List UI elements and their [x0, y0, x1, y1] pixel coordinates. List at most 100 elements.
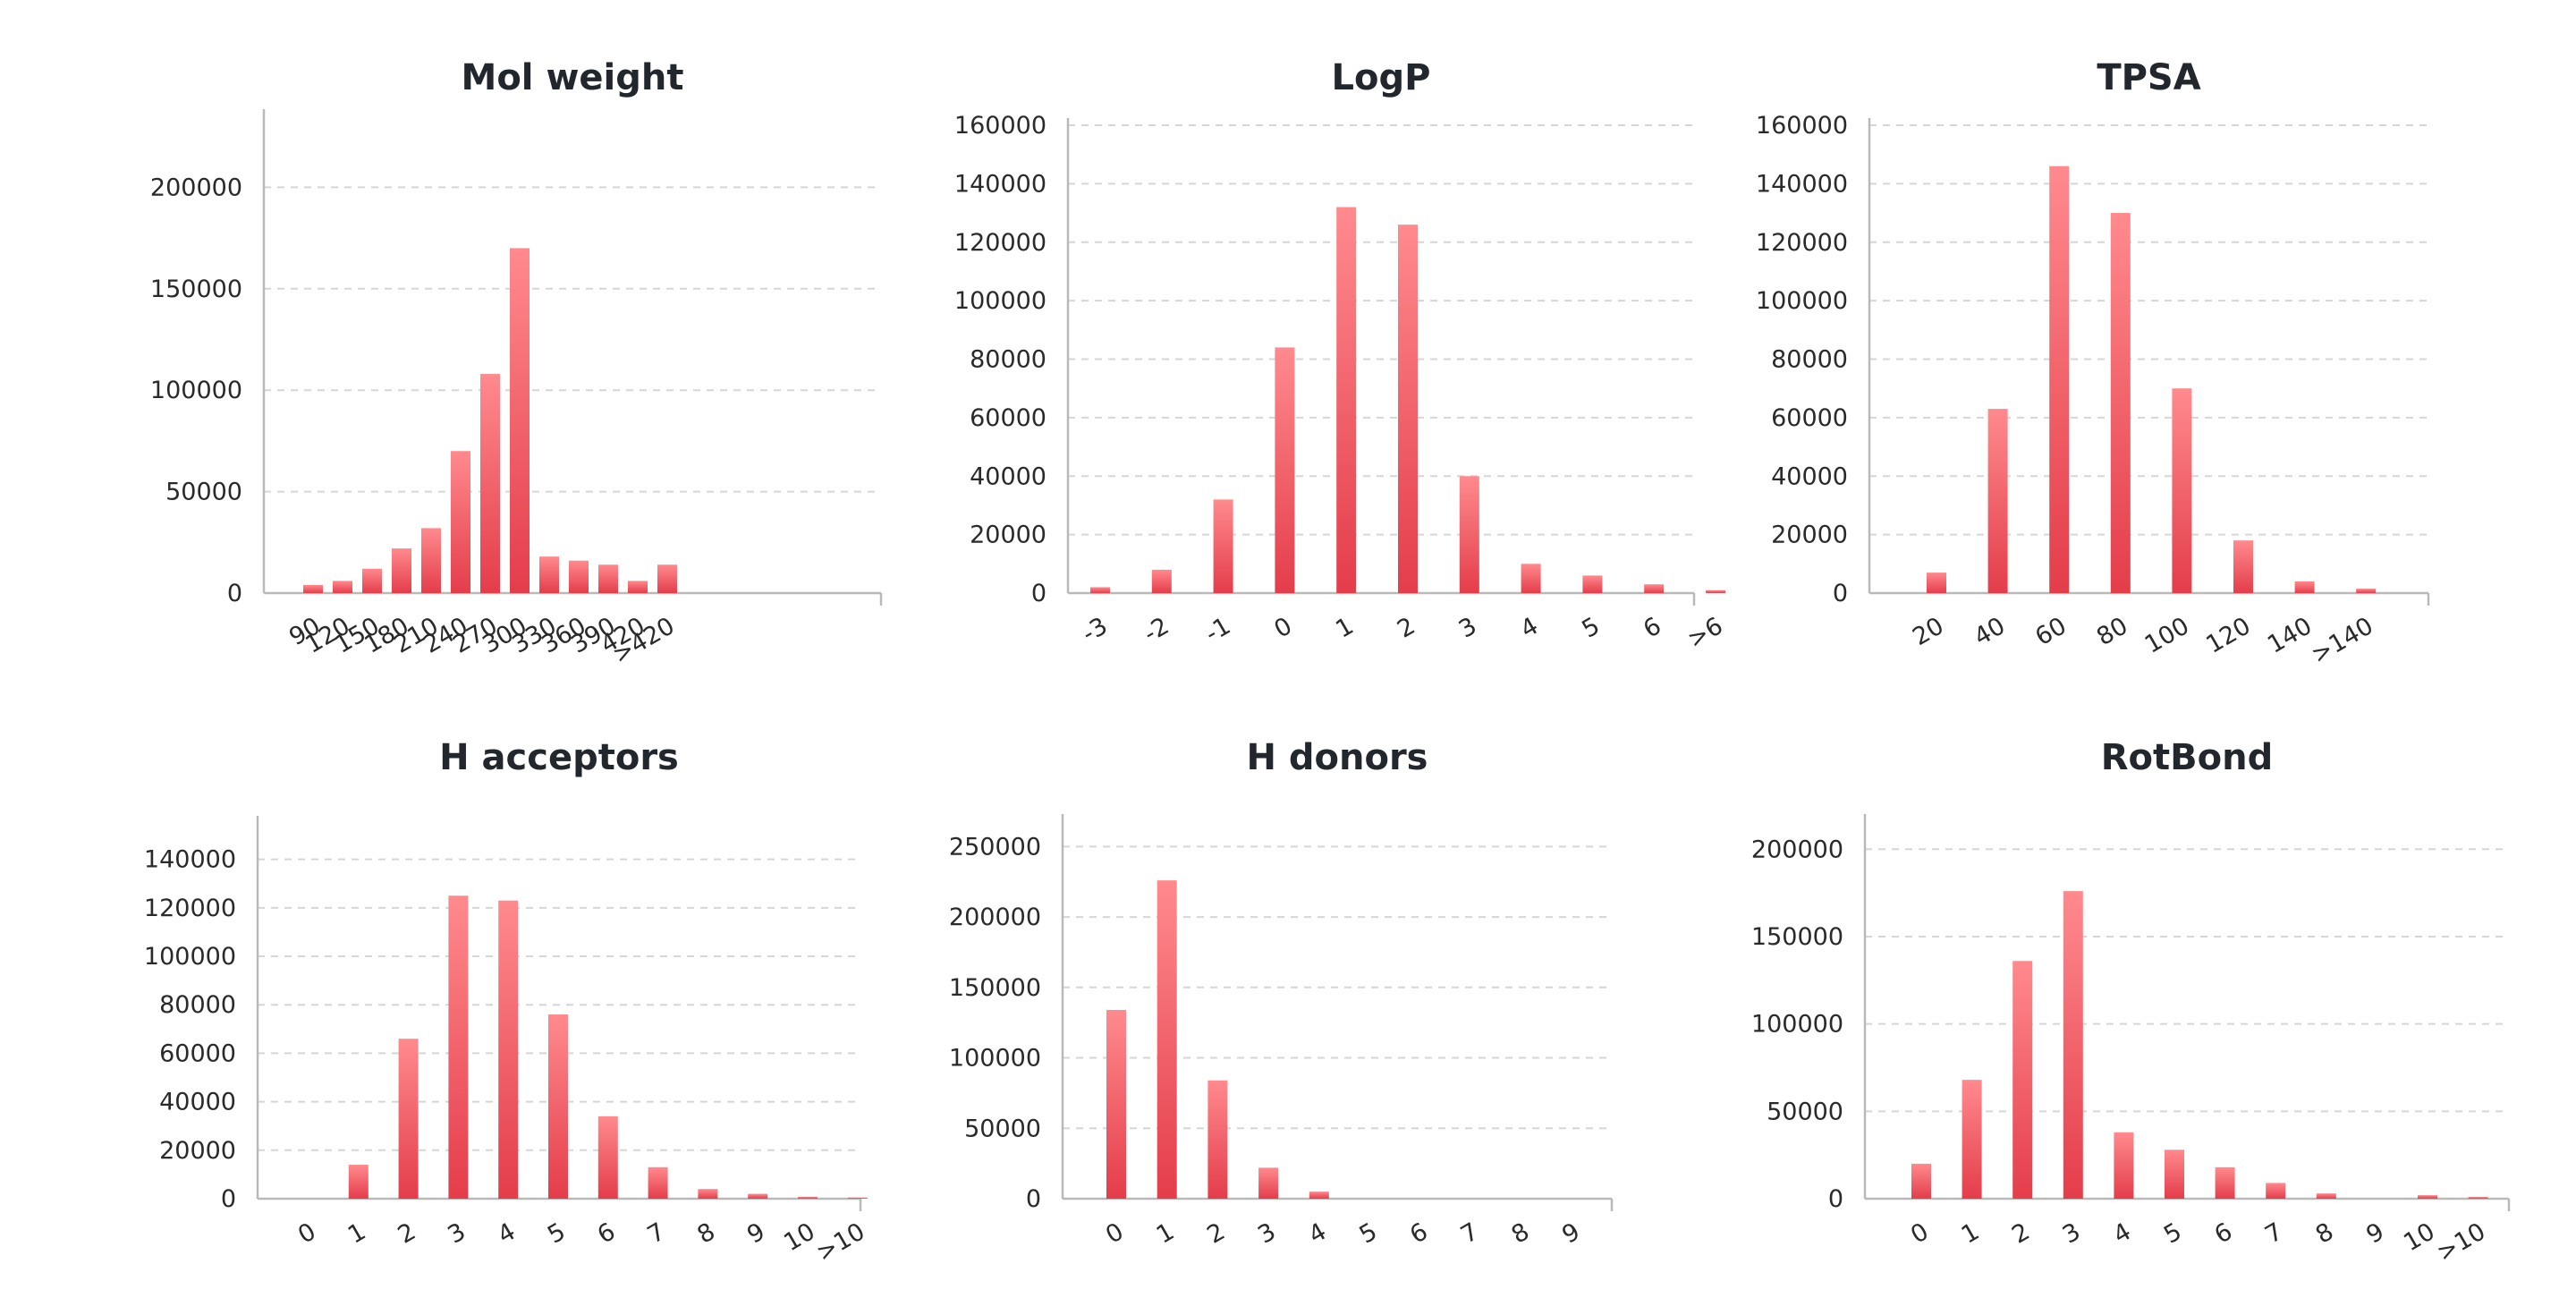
- bar: [1151, 569, 1172, 593]
- bar: [539, 556, 559, 593]
- x-tick-label: >420: [608, 612, 680, 669]
- y-tick-label: 0: [1031, 580, 1046, 607]
- y-tick-label: 50000: [165, 479, 242, 506]
- y-tick-label: 120000: [954, 229, 1046, 257]
- x-tick-label: >10: [2432, 1217, 2490, 1267]
- bar: [2468, 1197, 2488, 1199]
- bar: [698, 1189, 718, 1199]
- bar: [1106, 1010, 1126, 1199]
- y-tick-label: 0: [1828, 1185, 1843, 1213]
- y-tick-label: 40000: [159, 1089, 236, 1116]
- x-tick-label: 6: [2210, 1217, 2237, 1249]
- bar: [2316, 1193, 2336, 1199]
- y-tick-label: 200000: [1751, 836, 1843, 863]
- y-tick-label: 140000: [954, 170, 1046, 198]
- x-tick-label: 9: [2362, 1217, 2389, 1249]
- y-tick-label: 100000: [949, 1045, 1041, 1073]
- bar: [847, 1197, 868, 1199]
- y-tick-label: 100000: [1756, 287, 1848, 315]
- bar: [2063, 891, 2083, 1199]
- x-tick-label: 10: [779, 1217, 819, 1257]
- bar: [303, 584, 323, 593]
- x-tick-label: 9: [742, 1217, 769, 1249]
- x-tick-label: 8: [1507, 1217, 1534, 1249]
- bar: [598, 564, 618, 593]
- chart-title: TPSA: [2097, 57, 2200, 98]
- x-tick-label: 7: [643, 1217, 670, 1249]
- bar: [392, 548, 411, 593]
- y-tick-label: 60000: [159, 1039, 236, 1067]
- bar: [1336, 207, 1357, 593]
- bar: [333, 581, 352, 593]
- bar: [510, 248, 530, 593]
- y-tick-label: 0: [1026, 1185, 1041, 1213]
- bar: [1258, 1167, 1279, 1199]
- bar: [2233, 540, 2253, 593]
- bar: [1927, 573, 1946, 593]
- x-tick-label: 0: [1906, 1217, 1933, 1249]
- chart-title: H acceptors: [439, 737, 679, 778]
- x-tick-label: 5: [1355, 1217, 1382, 1249]
- y-tick-label: 140000: [1756, 170, 1848, 198]
- y-tick-label: 120000: [1756, 229, 1848, 257]
- x-tick-label: 2: [2007, 1217, 2034, 1249]
- y-tick-label: 100000: [150, 377, 242, 404]
- bar: [2110, 213, 2131, 593]
- x-tick-label: -3: [1078, 612, 1113, 648]
- bar: [597, 1116, 618, 1199]
- bar: [1987, 409, 2008, 593]
- y-tick-label: 20000: [1771, 522, 1848, 549]
- x-tick-label: 2: [1393, 612, 1419, 643]
- x-tick-label: 5: [543, 1217, 570, 1249]
- bar: [1911, 1163, 1931, 1199]
- x-tick-label: 3: [2058, 1217, 2085, 1249]
- x-tick-label: 1: [1331, 612, 1358, 643]
- y-tick-label: 150000: [1751, 923, 1843, 951]
- bar: [2356, 589, 2377, 593]
- bar: [548, 1014, 568, 1199]
- bar: [1398, 225, 1418, 593]
- bar: [1213, 499, 1233, 593]
- y-tick-label: 250000: [949, 833, 1041, 861]
- x-tick-label: 60: [2030, 612, 2071, 651]
- x-tick-label: 0: [1270, 612, 1297, 643]
- x-tick-label: -2: [1139, 612, 1174, 648]
- y-tick-label: 200000: [949, 904, 1041, 931]
- bar: [421, 528, 441, 593]
- y-tick-label: 50000: [964, 1115, 1041, 1142]
- bar: [1706, 590, 1725, 593]
- x-tick-label: 2: [394, 1217, 420, 1249]
- x-tick-label: >10: [811, 1217, 869, 1267]
- bar: [1582, 575, 1603, 593]
- x-tick-label: 120: [2201, 612, 2255, 659]
- bar: [2049, 165, 2070, 593]
- bar: [1459, 476, 1479, 593]
- x-tick-label: 1: [1957, 1217, 1984, 1249]
- y-tick-label: 160000: [954, 112, 1046, 140]
- x-tick-label: 3: [444, 1217, 470, 1249]
- bar: [1962, 1080, 1982, 1199]
- y-tick-label: 50000: [1767, 1098, 1843, 1125]
- bar: [2418, 1195, 2437, 1199]
- bar: [1208, 1080, 1228, 1199]
- chart-1: LogP020000400006000080000100000120000140…: [954, 57, 1728, 654]
- bar: [657, 564, 677, 593]
- bar: [1521, 564, 1541, 593]
- y-tick-label: 140000: [144, 846, 236, 874]
- chart-2: TPSA 0 20000 40000 60000 80000 100000 120000 140…: [1756, 57, 2430, 669]
- chart-0: Mol weight050000100000150000200000901201…: [150, 57, 883, 669]
- bar: [1644, 584, 1665, 593]
- bar: [2266, 1183, 2286, 1199]
- y-tick-label: 160000: [1756, 112, 1848, 140]
- x-tick-label: 40: [1970, 612, 2010, 651]
- x-tick-label: 1: [1152, 1217, 1179, 1249]
- bar: [448, 895, 469, 1199]
- bar: [748, 1193, 768, 1199]
- chart-3: H acceptors 0 20000 40000 60000 80000 100000 12…: [144, 737, 869, 1268]
- chart-title: Mol weight: [462, 57, 684, 98]
- x-tick-label: 100: [2140, 612, 2194, 659]
- y-tick-label: 120000: [144, 895, 236, 922]
- y-tick-label: 150000: [150, 276, 242, 303]
- x-tick-label: 80: [2092, 612, 2132, 651]
